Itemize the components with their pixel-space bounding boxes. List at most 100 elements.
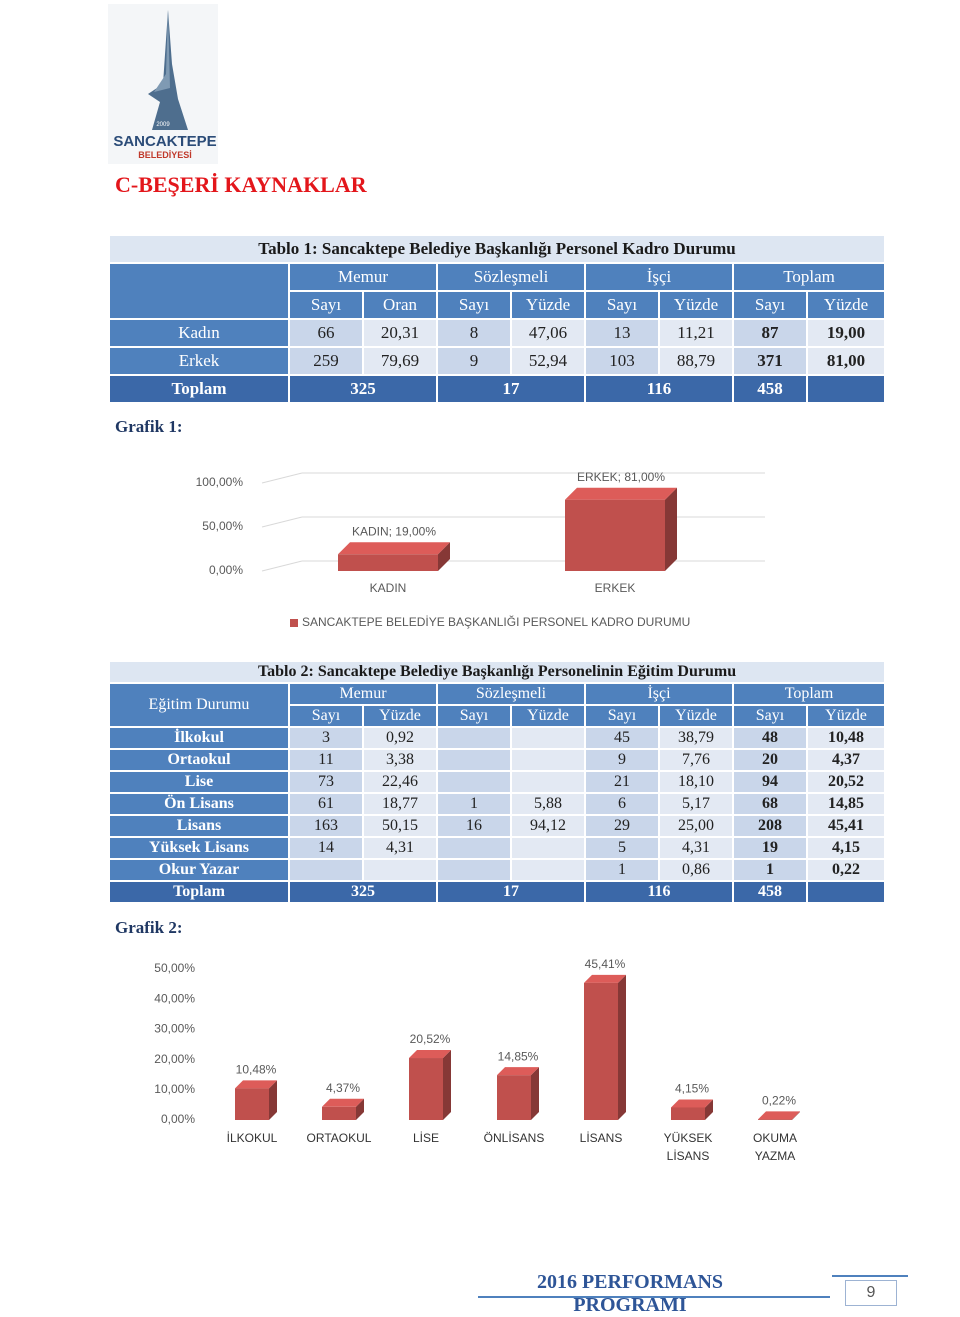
- cell: [510, 726, 586, 750]
- cell: 20,31: [362, 318, 438, 348]
- group-header: Toplam: [731, 262, 887, 292]
- bar-top: [758, 1111, 800, 1120]
- table-title: Tablo 2: Sancaktepe Belediye Başkanlığı …: [107, 660, 887, 684]
- bar-top: [671, 1099, 713, 1108]
- data-row: Kadın 66 20,31 8 47,06 13 11,21 87 19,00: [108, 318, 887, 348]
- cell: 11,21: [658, 318, 734, 348]
- sub-header: Yüzde: [805, 704, 887, 728]
- cell: 371: [732, 346, 808, 376]
- section-title: C-BEŞERİ KAYNAKLAR: [115, 172, 367, 197]
- bar-top: [565, 487, 677, 500]
- group-row: Eğitim Durumu Memur Sözleşmeli İşçi Toplam: [108, 682, 887, 728]
- data-label: 4,15%: [675, 1082, 709, 1096]
- cell: 7,76: [658, 748, 734, 772]
- staff-table: Tablo 1: Sancaktepe Belediye Başkanlığı …: [107, 234, 887, 404]
- logo-sub: BELEDİYESİ: [138, 150, 192, 160]
- cell: [436, 836, 512, 860]
- row-label: Okur Yazar: [108, 858, 290, 882]
- data-row: Ortaokul 11 3,38 9 7,76 20 4,37: [108, 748, 887, 772]
- row-label: Ortaokul: [108, 748, 290, 772]
- cell: 8: [436, 318, 512, 348]
- x-tick-label: OKUMA YAZMA: [752, 1131, 797, 1163]
- cell: 18,77: [362, 792, 438, 816]
- row-label: Ön Lisans: [108, 792, 290, 816]
- cell: [288, 858, 364, 882]
- row-header: [108, 262, 290, 320]
- bar: [235, 1088, 269, 1120]
- cell: 21: [584, 770, 660, 794]
- bar: [322, 1106, 356, 1120]
- sub-header: Yüzde: [658, 290, 734, 320]
- sub-header: Yüzde: [362, 704, 438, 728]
- sub-header: Yüzde: [658, 704, 734, 728]
- y-tick-label: 20,00%: [154, 1052, 195, 1066]
- cell: 45,41: [805, 814, 887, 838]
- page-number: 9: [845, 1280, 897, 1306]
- total-cell: 325: [288, 880, 438, 904]
- cell: 52,94: [510, 346, 586, 376]
- data-row: İlkokul 3 0,92 45 38,79 48 10,48: [108, 726, 887, 750]
- sub-header: Sayı: [436, 704, 512, 728]
- data-label: ERKEK; 81,00%: [577, 470, 665, 484]
- row-label: Lisans: [108, 814, 290, 838]
- total-cell: 17: [436, 374, 586, 404]
- cell: [510, 858, 586, 882]
- cell: 48: [732, 726, 808, 750]
- row-label: İlkokul: [108, 726, 290, 750]
- cell: 81,00: [805, 346, 887, 376]
- y-tick-label: 0,00%: [161, 1112, 195, 1126]
- cell: [510, 770, 586, 794]
- bar: [565, 499, 665, 571]
- cell: 10,48: [805, 726, 887, 750]
- logo-monument-light: [154, 10, 170, 92]
- data-label: 4,37%: [326, 1081, 360, 1095]
- cell: 50,15: [362, 814, 438, 838]
- y-tick-label: 10,00%: [154, 1082, 195, 1096]
- data-row: Yüksek Lisans 14 4,31 5 4,31 19 4,15: [108, 836, 887, 860]
- cell: 3: [288, 726, 364, 750]
- logo-year: 2009: [156, 122, 170, 128]
- cell: 20,52: [805, 770, 887, 794]
- bar-side: [438, 542, 450, 571]
- bar-side: [792, 1111, 800, 1120]
- x-tick-label: İLKOKUL: [226, 1131, 278, 1145]
- cell: 45: [584, 726, 660, 750]
- cell: 73: [288, 770, 364, 794]
- sub-header: Sayı: [288, 704, 364, 728]
- cell: [436, 858, 512, 882]
- x-tick-label: ORTAOKUL: [306, 1131, 372, 1145]
- bar-top: [322, 1098, 364, 1107]
- cell: 38,79: [658, 726, 734, 750]
- cell: [436, 770, 512, 794]
- row-label: Lise: [108, 770, 290, 794]
- bar-side: [618, 974, 626, 1120]
- bar-side: [705, 1099, 713, 1120]
- footer-title: 2016 PERFORMANS PROGRAMI: [536, 1271, 724, 1316]
- row-label: Yüksek Lisans: [108, 836, 290, 860]
- sub-header: Sayı: [584, 704, 660, 728]
- cell: 1: [732, 858, 808, 882]
- group-header: Sözleşmeli: [436, 262, 586, 292]
- x-tick-label: ÖNLİSANS: [483, 1131, 545, 1145]
- total-row: Toplam 325 17 116 458: [108, 880, 887, 904]
- cell: 19: [732, 836, 808, 860]
- row-label: Erkek: [108, 346, 290, 376]
- cell: 68: [732, 792, 808, 816]
- chart-caption: Grafik 1:: [115, 417, 183, 436]
- cell: 18,10: [658, 770, 734, 794]
- data-row: Okur Yazar 1 0,86 1 0,22: [108, 858, 887, 882]
- total-cell: [805, 374, 887, 404]
- cell: 4,31: [362, 836, 438, 860]
- group-header: İşçi: [584, 682, 734, 706]
- sub-header: Sayı: [732, 704, 808, 728]
- sub-header: Sayı: [732, 290, 808, 320]
- y-tick-label: 40,00%: [154, 991, 195, 1005]
- data-row: Erkek 259 79,69 9 52,94 103 88,79 371 81,00: [108, 346, 887, 376]
- total-cell: 458: [732, 374, 808, 404]
- cell: 88,79: [658, 346, 734, 376]
- cell: [436, 748, 512, 772]
- cell: 29: [584, 814, 660, 838]
- title-row: Tablo 1: Sancaktepe Belediye Başkanlığı …: [107, 234, 887, 264]
- bar-top: [235, 1080, 277, 1089]
- y-tick-label: 50,00%: [202, 519, 243, 533]
